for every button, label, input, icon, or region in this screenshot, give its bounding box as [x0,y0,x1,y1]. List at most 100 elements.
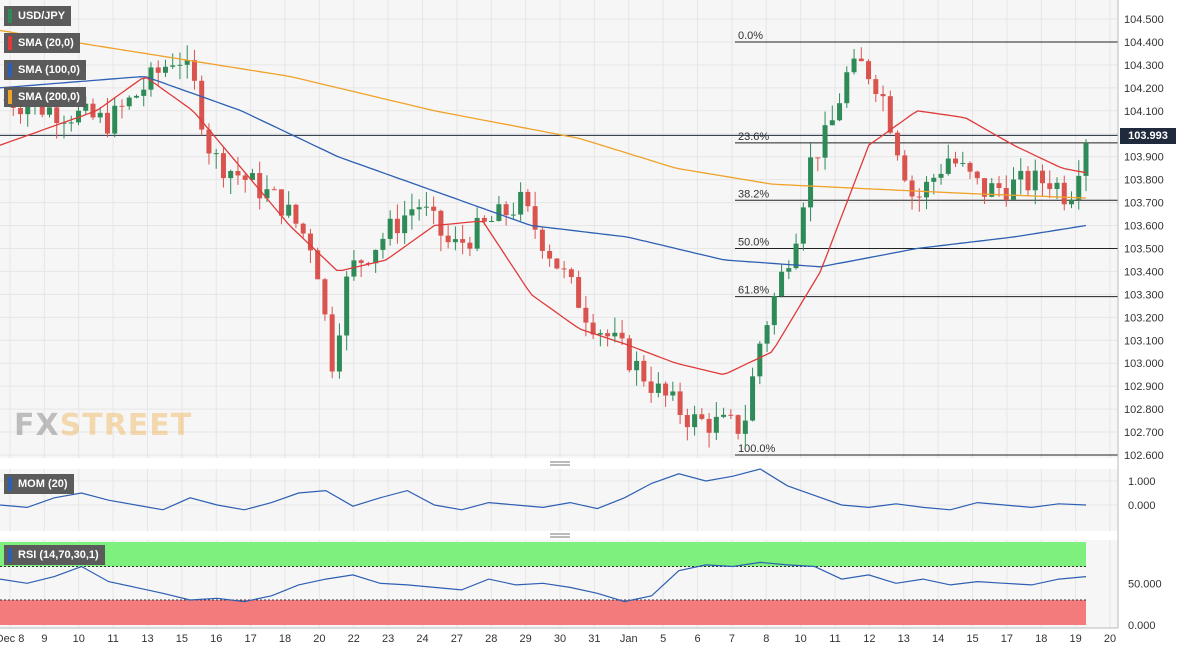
fib-label: 61.8% [738,285,769,297]
x-tick-label: 5 [660,633,666,645]
sma20-tag[interactable]: SMA (20,0) [4,33,80,53]
candle-body [757,343,763,377]
candle-body [793,243,799,269]
candle-body [373,249,379,264]
x-tick-label: 16 [210,633,222,645]
rsi-tick-label: 0.000 [1128,620,1156,632]
candle-body [1040,170,1046,184]
candle-body [394,218,400,234]
candle-body [750,376,756,421]
candle-body [721,414,727,417]
candle-body [779,271,785,297]
candle-body [162,66,168,73]
mom-tick-label: 0.000 [1128,500,1156,512]
candle-body [1011,179,1017,200]
candle-body [844,72,850,104]
candle-body [235,171,241,176]
candle-body [358,260,364,263]
candle-body [329,314,335,372]
candle-body [25,106,31,115]
candle-body [503,204,509,216]
x-tick-label: 10 [795,633,807,645]
candle-body [568,269,574,278]
candle-body [547,250,553,259]
candle-body [924,181,930,198]
mom-tag[interactable]: MOM (20) [4,474,74,494]
y-tick-label: 103.900 [1124,152,1164,164]
current-price-tag: 103.993 [1120,128,1176,144]
candle-body [837,103,843,121]
candle-body [481,217,487,222]
candle-body [742,420,748,434]
candle-body [242,175,248,180]
candle-body [684,414,690,428]
candle-body [1025,170,1031,191]
candle-body [576,277,582,308]
candle-body [257,173,263,199]
candle-body [409,209,415,216]
candle-body [402,215,408,234]
sma200-tag[interactable]: SMA (200,0) [4,87,86,107]
fxstreet-watermark: FXSTREET [14,408,192,443]
pane-separator [0,458,1118,469]
mom-pane-bg [0,469,1118,531]
x-tick-label: 18 [1035,633,1047,645]
candle-body [54,107,60,124]
candle-body [873,79,879,95]
candle-body [119,105,125,107]
candle-body [510,214,516,216]
candle-body [460,239,466,243]
candle-body [619,332,625,339]
candle-body [909,180,915,197]
candle-body [880,94,886,97]
x-tick-label: 23 [382,633,394,645]
candle-body [764,325,770,344]
candle-body [126,97,132,107]
sma100-tag[interactable]: SMA (100,0) [4,60,86,80]
x-tick-label: 29 [520,633,532,645]
candle-body [670,391,676,396]
candle-body [648,381,654,393]
candle-body [365,262,371,264]
y-tick-label: 104.100 [1124,106,1164,118]
candle-body [641,360,647,382]
sma20-label: SMA (20,0) [18,37,74,49]
candle-body [815,157,821,159]
candle-body [68,122,74,124]
candle-body [1076,175,1082,200]
candle-body [989,183,995,197]
candle-body [133,95,139,98]
candle-body [104,112,110,134]
x-tick-label: 27 [451,633,463,645]
candle-body [851,58,857,73]
y-tick-label: 103.400 [1124,266,1164,278]
rsi-overbought-band [0,542,1086,567]
candle-body [286,204,292,216]
fib-label: 23.6% [738,131,769,143]
sma200-line [0,29,1087,199]
x-tick-label: 10 [73,633,85,645]
candle-body [663,383,669,396]
watermark-fx: FX [14,408,60,443]
candle-body [1069,199,1075,205]
x-tick-label: 7 [729,633,735,645]
candle-body [322,279,328,315]
candle-body [474,217,480,249]
x-tick-label: 31 [588,633,600,645]
candle-body [539,229,545,251]
instrument-label: USD/JPY [18,10,66,22]
candles-group [3,45,1089,448]
candle-body [438,210,444,236]
rsi-label: RSI (14,70,30,1) [18,549,99,561]
x-tick-label: 15 [176,633,188,645]
x-tick-label: 20 [313,633,325,645]
candle-body [177,64,183,66]
y-tick-label: 104.200 [1124,83,1164,95]
rsi-tag[interactable]: RSI (14,70,30,1) [4,545,105,565]
candle-body [1018,170,1024,180]
candle-body [996,183,1002,189]
x-tick-label: 11 [107,633,118,645]
candle-body [974,171,980,179]
instrument-tag[interactable]: USD/JPY [4,6,72,26]
